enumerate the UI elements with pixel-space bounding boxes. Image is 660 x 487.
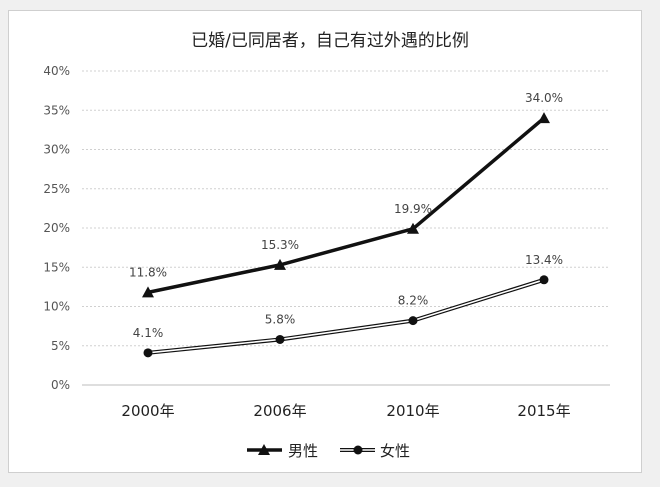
- marker-female: [143, 348, 153, 358]
- legend-label-male: 男性: [288, 442, 318, 460]
- data-label-male: 19.9%: [394, 202, 432, 216]
- series-line-female-inner: [147, 279, 545, 354]
- y-tick-label: 5%: [51, 339, 70, 353]
- series-line-female: [147, 277, 545, 355]
- chart-frame: [8, 10, 642, 473]
- marker-male: [407, 222, 419, 234]
- series-layer: 11.8% 15.3% 19.9% 34.0% 4.1% 5.8% 8.2% 13.4%: [129, 91, 563, 358]
- marker-male: [538, 112, 550, 124]
- marker-male: [274, 258, 286, 270]
- marker-female: [408, 316, 418, 326]
- gridlines: [82, 70, 610, 386]
- x-axis: 2000年 2006年 2010年 2015年: [121, 402, 570, 420]
- marker-female: [275, 334, 285, 344]
- y-axis: 0% 5% 10% 15% 20% 25% 30% 35% 40%: [43, 64, 70, 392]
- y-tick-label: 35%: [43, 103, 70, 117]
- y-tick-label: 30%: [43, 143, 70, 157]
- legend-label-female: 女性: [380, 442, 410, 460]
- legend-marker-female: [353, 445, 363, 455]
- data-label-female: 5.8%: [265, 312, 296, 326]
- chart-title: 已婚/已同居者，自己有过外遇的比例: [191, 31, 469, 51]
- marker-male: [142, 286, 154, 298]
- data-label-male: 34.0%: [525, 91, 563, 105]
- data-label-female: 4.1%: [133, 326, 164, 340]
- y-tick-label: 15%: [43, 260, 70, 274]
- series-line-male: [147, 116, 546, 295]
- marker-female: [539, 275, 549, 285]
- y-tick-label: 10%: [43, 300, 70, 314]
- legend-marker-male: [258, 444, 270, 455]
- data-label-female: 13.4%: [525, 253, 563, 267]
- x-tick-label: 2015年: [517, 402, 570, 420]
- legend: 男性 女性: [247, 442, 410, 460]
- y-tick-label: 0%: [51, 378, 70, 392]
- data-label-female: 8.2%: [398, 294, 429, 308]
- y-tick-label: 20%: [43, 221, 70, 235]
- x-tick-label: 2010年: [386, 402, 439, 420]
- y-tick-label: 25%: [43, 182, 70, 196]
- y-tick-label: 40%: [43, 64, 70, 78]
- data-label-male: 15.3%: [261, 238, 299, 252]
- data-label-male: 11.8%: [129, 265, 167, 279]
- x-tick-label: 2000年: [121, 402, 174, 420]
- x-tick-label: 2006年: [253, 402, 306, 420]
